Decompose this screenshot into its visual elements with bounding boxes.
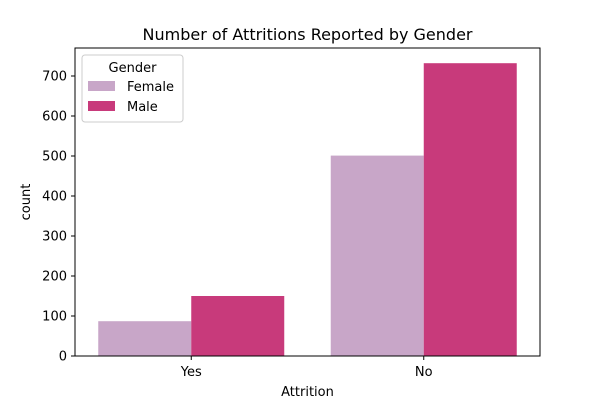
x-axis-label: Attrition — [281, 385, 334, 400]
y-tick-label: 300 — [42, 230, 67, 245]
x-tick-label-no: No — [415, 365, 433, 380]
bar-yes-female — [98, 321, 192, 356]
y-tick-label: 400 — [42, 190, 67, 205]
plot-frame — [74, 47, 541, 357]
y-tick-label: 0 — [59, 350, 67, 365]
bar-yes-male — [191, 296, 285, 356]
y-tick-label: 500 — [42, 150, 67, 165]
x-tick-label-yes: Yes — [180, 365, 202, 380]
legend-swatch-male — [88, 101, 115, 111]
y-tick-label: 200 — [42, 270, 67, 285]
bars-group — [98, 63, 517, 356]
legend-label-male: Male — [127, 100, 158, 115]
y-tick-label: 700 — [42, 70, 67, 85]
bar-no-male — [423, 63, 517, 356]
legend-entries: Female Male — [88, 80, 174, 115]
y-tick-label: 600 — [42, 110, 67, 125]
y-tick-label: 100 — [42, 310, 67, 325]
legend: Gender Female Male — [81, 54, 184, 123]
chart-title: Number of Attritions Reported by Gender — [143, 25, 473, 44]
y-axis-label: count — [19, 184, 34, 221]
x-axis-ticks: Yes No — [180, 356, 433, 380]
legend-title: Gender — [109, 61, 158, 76]
legend-swatch-female — [88, 81, 115, 91]
bar-no-female — [330, 155, 424, 356]
legend-label-female: Female — [127, 80, 174, 95]
y-axis-ticks: 0 100 200 300 400 500 600 700 — [42, 70, 75, 365]
